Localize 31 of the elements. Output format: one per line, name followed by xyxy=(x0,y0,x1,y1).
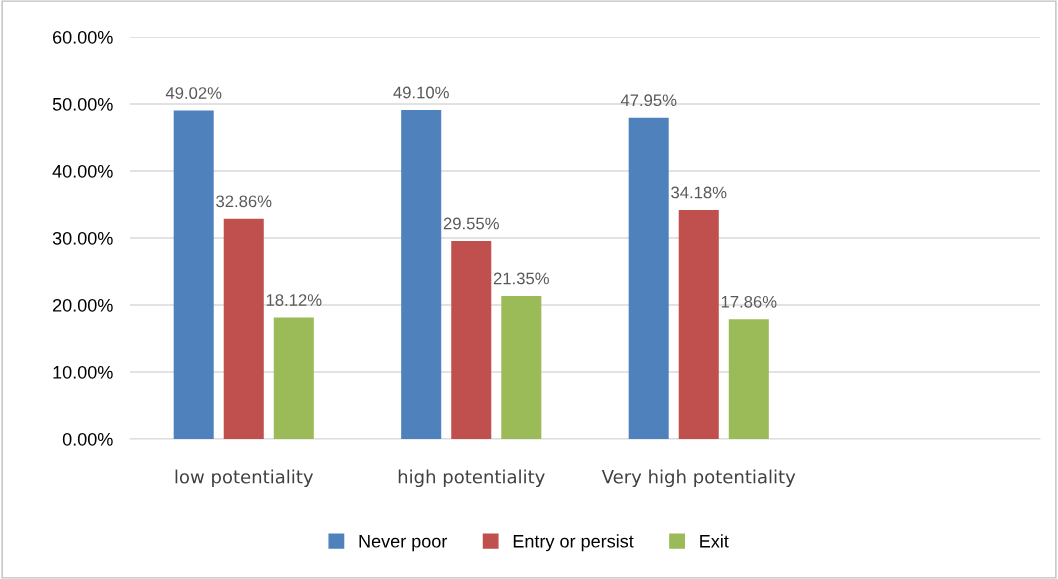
data-label: 49.10% xyxy=(393,86,449,99)
bar xyxy=(728,319,769,439)
legend-label: Entry or persist xyxy=(513,534,634,552)
data-label: 32.86% xyxy=(216,195,272,208)
data-label: 47.95% xyxy=(620,94,677,107)
data-label: 18.12% xyxy=(266,294,322,306)
bar xyxy=(678,209,719,439)
bar xyxy=(401,110,442,439)
y-tick-label: 10.00% xyxy=(53,365,113,379)
bar xyxy=(223,218,264,439)
x-tick-label: Very high potentiality xyxy=(601,469,796,488)
y-tick-label: 50.00% xyxy=(52,97,113,111)
data-label: 21.35% xyxy=(493,272,549,285)
x-tick-label: high potentiality xyxy=(398,469,545,488)
y-tick-label: 20.00% xyxy=(53,298,113,312)
data-label: 17.86% xyxy=(721,295,777,308)
y-tick-label: 30.00% xyxy=(52,231,113,245)
bar xyxy=(628,117,669,439)
bar xyxy=(173,110,214,439)
x-tick-label: low potentiality xyxy=(175,469,314,488)
bar xyxy=(451,241,492,439)
legend-label: Exit xyxy=(700,534,729,548)
bar xyxy=(273,317,314,439)
y-tick-label: 0.00% xyxy=(62,432,113,446)
legend-label: Never poor xyxy=(359,535,448,552)
y-tick-label: 60.00% xyxy=(53,30,113,44)
data-label: 34.18% xyxy=(671,186,727,199)
data-label: 29.55% xyxy=(443,217,499,230)
data-label: 49.02% xyxy=(165,87,222,99)
bar xyxy=(501,295,542,439)
y-tick-label: 40.00% xyxy=(52,164,113,178)
